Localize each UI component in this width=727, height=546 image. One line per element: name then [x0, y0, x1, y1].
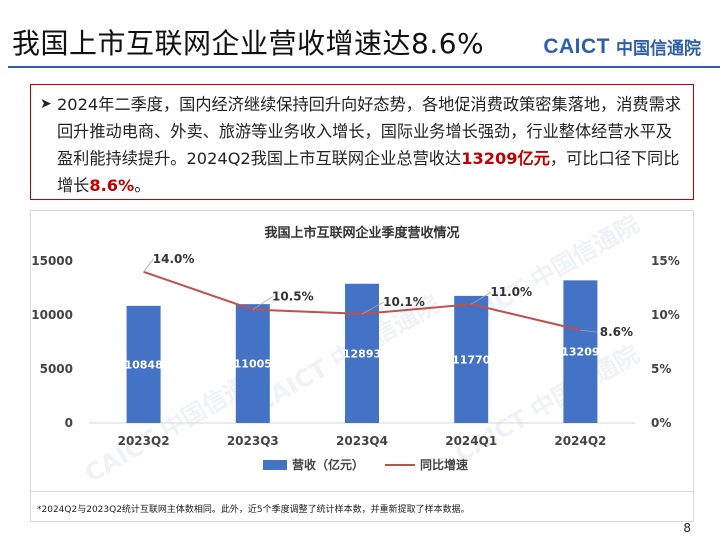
y-left-tick-label: 15000: [31, 254, 73, 268]
page-number: 8: [683, 521, 691, 535]
revenue-bar-2023Q3: [235, 304, 270, 423]
y-left-tick-label: 0: [65, 416, 73, 430]
x-tick-label: 2023Q3: [227, 434, 279, 448]
footnote: *2024Q2与2023Q2统计互联网主体数相同。此外，近5个季度调整了统计样本…: [30, 492, 694, 522]
legend-revenue-label: 营收（亿元）: [292, 457, 364, 472]
growth-leader-line: [361, 301, 385, 315]
y-right-tick-label: 10%: [651, 308, 680, 322]
revenue-bar-2024Q2: [563, 280, 598, 423]
growth-leader-line: [580, 329, 597, 333]
summary-text-3: 。: [134, 176, 151, 195]
revenue-bar-2023Q2: [126, 305, 161, 423]
revenue-bar-2024Q1: [454, 295, 489, 423]
y-left-tick-label: 10000: [31, 308, 73, 322]
growth-data-label: 8.6%: [600, 325, 633, 339]
x-tick-label: 2024Q1: [445, 434, 497, 448]
growth-leader-line: [470, 291, 492, 305]
growth-leader-line: [252, 296, 274, 310]
revenue-bar-label: 11005: [234, 358, 272, 371]
slide-title: 我国上市互联网企业营收增速达8.6%: [12, 27, 485, 60]
y-left-tick-label: 5000: [40, 362, 73, 376]
x-tick-label: 2024Q2: [554, 434, 606, 448]
logo-text-en: CAICT: [543, 34, 610, 58]
summary-box: ➤ 2024年二季度，国内经济继续保持回升向好态势，各地促消费政策密集落地，消费…: [30, 84, 694, 200]
chart-title: 我国上市互联网企业季度营收情况: [264, 225, 459, 241]
x-tick-label: 2023Q2: [118, 434, 170, 448]
growth-data-label: 10.5%: [272, 290, 314, 304]
summary-text-1: 2024年二季度，国内经济继续保持回升向好态势，各地促消费政策密集落地，消费需求…: [57, 95, 681, 168]
growth-data-label: 11.0%: [490, 285, 532, 299]
summary-text-2: ，可比口径下同比增长: [57, 149, 680, 195]
growth-data-label: 14.0%: [153, 252, 195, 266]
revenue-bar-2023Q4: [345, 283, 379, 423]
chart-frame: CAICT 中国信通院 CAICT 中国信通院 CAICT 中国信通院 CAICT 中…: [30, 210, 694, 492]
revenue-bar-label: 12893: [343, 347, 381, 360]
arrow-bullet-icon: ➤: [40, 96, 52, 112]
caict-logo: CAICT 中国信通院: [543, 34, 701, 60]
revenue-bar-label: 10848: [124, 358, 162, 371]
growth-leader-line: [143, 258, 154, 273]
legend-revenue-swatch: [263, 460, 287, 470]
y-right-tick-label: 15%: [651, 254, 680, 268]
revenue-bar-label: 13209: [561, 346, 599, 359]
summary-highlight-revenue: 13209亿元: [461, 149, 550, 168]
title-divider: [8, 66, 720, 68]
x-tick-label: 2023Q4: [336, 434, 388, 448]
growth-data-label: 10.1%: [383, 295, 425, 309]
revenue-bar-label: 11770: [452, 353, 491, 366]
y-right-tick-label: 0%: [651, 416, 671, 430]
summary-highlight-growth: 8.6%: [89, 176, 135, 195]
logo-text-cn: 中国信通院: [616, 39, 701, 59]
y-right-tick-label: 5%: [651, 362, 671, 376]
legend-growth-label: 同比增速: [420, 457, 468, 472]
